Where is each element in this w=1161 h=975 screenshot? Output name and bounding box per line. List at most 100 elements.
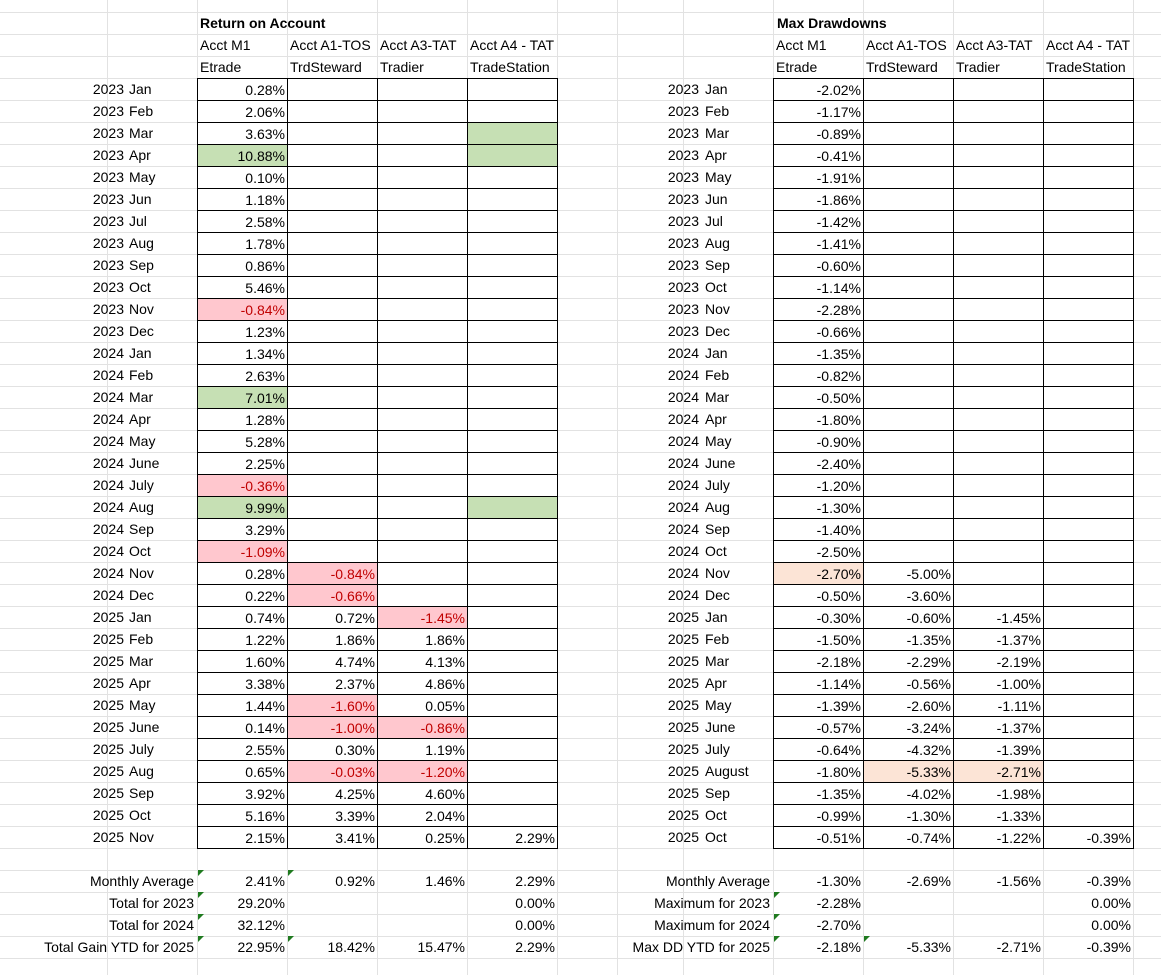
data-cell[interactable]: 1.86% [287,628,377,650]
data-cell[interactable] [1043,364,1134,386]
data-cell[interactable] [863,386,953,408]
data-cell[interactable]: -4.32% [863,738,953,760]
data-cell[interactable]: -2.28% [773,298,863,320]
column-header-line2[interactable]: Tradier [380,59,424,75]
column-header-line1[interactable]: Acct A4 - TAT [1046,37,1131,53]
summary-cell[interactable]: 15.47% [417,939,465,955]
data-cell[interactable]: -0.66% [287,584,377,606]
data-cell[interactable] [467,122,558,144]
data-cell[interactable] [467,760,558,782]
data-cell[interactable]: -1.14% [773,672,863,694]
data-cell[interactable]: -0.50% [773,584,863,606]
summary-cell[interactable]: -1.30% [816,873,861,889]
data-cell[interactable] [1043,474,1134,496]
data-cell[interactable]: 9.99% [197,496,287,518]
data-cell[interactable] [953,540,1043,562]
data-cell[interactable] [377,584,467,606]
summary-cell[interactable] [863,892,953,914]
data-cell[interactable] [287,430,377,452]
data-cell[interactable] [1043,188,1134,210]
data-cell[interactable]: -5.33% [863,760,953,782]
data-cell[interactable]: -1.37% [953,628,1043,650]
data-cell[interactable] [863,232,953,254]
data-cell[interactable] [953,122,1043,144]
data-cell[interactable] [467,166,558,188]
data-cell[interactable] [953,320,1043,342]
data-cell[interactable] [467,100,558,122]
data-cell[interactable]: 1.44% [197,694,287,716]
data-cell[interactable] [1043,386,1134,408]
data-cell[interactable] [1043,78,1134,100]
data-cell[interactable] [377,232,467,254]
data-cell[interactable] [287,144,377,166]
data-cell[interactable] [467,144,558,166]
data-cell[interactable]: -1.50% [773,628,863,650]
data-cell[interactable]: 3.29% [197,518,287,540]
data-cell[interactable] [953,232,1043,254]
column-header-line2[interactable]: Etrade [776,59,818,75]
data-cell[interactable] [467,188,558,210]
data-cell[interactable] [287,78,377,100]
summary-cell[interactable]: -0.39% [1086,873,1131,889]
data-cell[interactable] [953,342,1043,364]
summary-cell[interactable] [953,914,1043,936]
data-cell[interactable] [377,452,467,474]
data-cell[interactable]: -4.02% [863,782,953,804]
data-cell[interactable] [377,276,467,298]
data-cell[interactable]: 2.58% [197,210,287,232]
summary-cell[interactable]: -0.39% [1086,939,1131,955]
data-cell[interactable]: -1.33% [953,804,1043,826]
data-cell[interactable]: -0.41% [773,144,863,166]
summary-cell[interactable]: 0.00% [1091,895,1131,911]
data-cell[interactable] [863,166,953,188]
data-cell[interactable] [467,452,558,474]
summary-cell[interactable]: 29.20% [237,895,285,911]
data-cell[interactable] [863,496,953,518]
data-cell[interactable] [863,430,953,452]
data-cell[interactable]: 3.39% [287,804,377,826]
data-cell[interactable]: -1.20% [773,474,863,496]
data-cell[interactable] [953,100,1043,122]
data-cell[interactable]: -2.29% [863,650,953,672]
data-cell[interactable] [287,254,377,276]
data-cell[interactable] [287,210,377,232]
data-cell[interactable] [863,518,953,540]
data-cell[interactable] [467,738,558,760]
data-cell[interactable]: -1.20% [377,760,467,782]
data-cell[interactable] [1043,496,1134,518]
summary-cell[interactable] [287,914,377,936]
data-cell[interactable] [467,496,558,518]
data-cell[interactable] [1043,540,1134,562]
data-cell[interactable]: -0.89% [773,122,863,144]
data-cell[interactable] [377,386,467,408]
data-cell[interactable] [953,78,1043,100]
column-header-line1[interactable]: Acct A4 - TAT [470,37,555,53]
data-cell[interactable] [953,562,1043,584]
data-cell[interactable]: 2.63% [197,364,287,386]
data-cell[interactable]: 5.46% [197,276,287,298]
data-cell[interactable]: -1.37% [953,716,1043,738]
data-cell[interactable]: 0.86% [197,254,287,276]
data-cell[interactable]: 2.29% [467,826,558,849]
data-cell[interactable] [377,518,467,540]
column-header-line2[interactable]: Tradier [956,59,1000,75]
summary-cell[interactable] [377,892,467,914]
column-header-line1[interactable]: Acct M1 [200,37,251,53]
data-cell[interactable] [1043,562,1134,584]
data-cell[interactable]: -1.40% [773,518,863,540]
data-cell[interactable]: -1.09% [197,540,287,562]
data-cell[interactable] [287,188,377,210]
summary-cell[interactable]: 2.41% [245,873,285,889]
data-cell[interactable] [1043,232,1134,254]
data-cell[interactable] [953,364,1043,386]
summary-cell[interactable]: 18.42% [327,939,375,955]
data-cell[interactable] [953,188,1043,210]
summary-cell[interactable]: 32.12% [237,917,285,933]
data-cell[interactable]: 2.25% [197,452,287,474]
data-cell[interactable] [377,144,467,166]
data-cell[interactable] [863,474,953,496]
data-cell[interactable]: -2.60% [863,694,953,716]
data-cell[interactable] [953,430,1043,452]
summary-cell[interactable]: 0.92% [335,873,375,889]
data-cell[interactable]: 4.25% [287,782,377,804]
